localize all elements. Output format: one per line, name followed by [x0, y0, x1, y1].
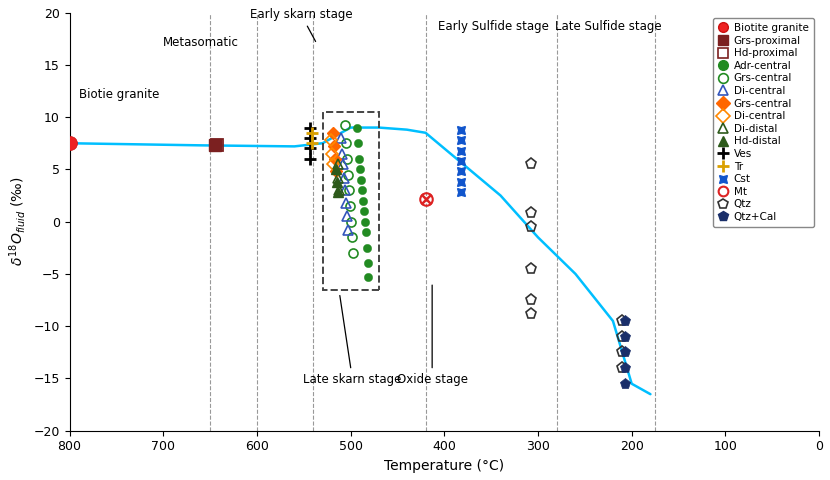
Text: Early skarn stage: Early skarn stage: [250, 8, 352, 41]
Text: Metasomatic: Metasomatic: [164, 36, 239, 49]
Text: Biotie granite: Biotie granite: [79, 88, 159, 101]
Legend: Biotite granite, Grs-proximal, Hd-proximal, Adr-central, Grs-central, Di-central: Biotite granite, Grs-proximal, Hd-proxim…: [713, 18, 814, 227]
Bar: [323, 112, 378, 289]
Text: Late skarn stage: Late skarn stage: [303, 296, 402, 386]
X-axis label: Temperature (°C): Temperature (°C): [384, 459, 505, 473]
Text: Early Sulfide stage: Early Sulfide stage: [437, 20, 549, 33]
Y-axis label: $\delta^{18}O_{fluid}$ (‰): $\delta^{18}O_{fluid}$ (‰): [7, 177, 28, 266]
Text: Oxide stage: Oxide stage: [397, 285, 467, 386]
Text: Late Sulfide stage: Late Sulfide stage: [555, 20, 662, 33]
